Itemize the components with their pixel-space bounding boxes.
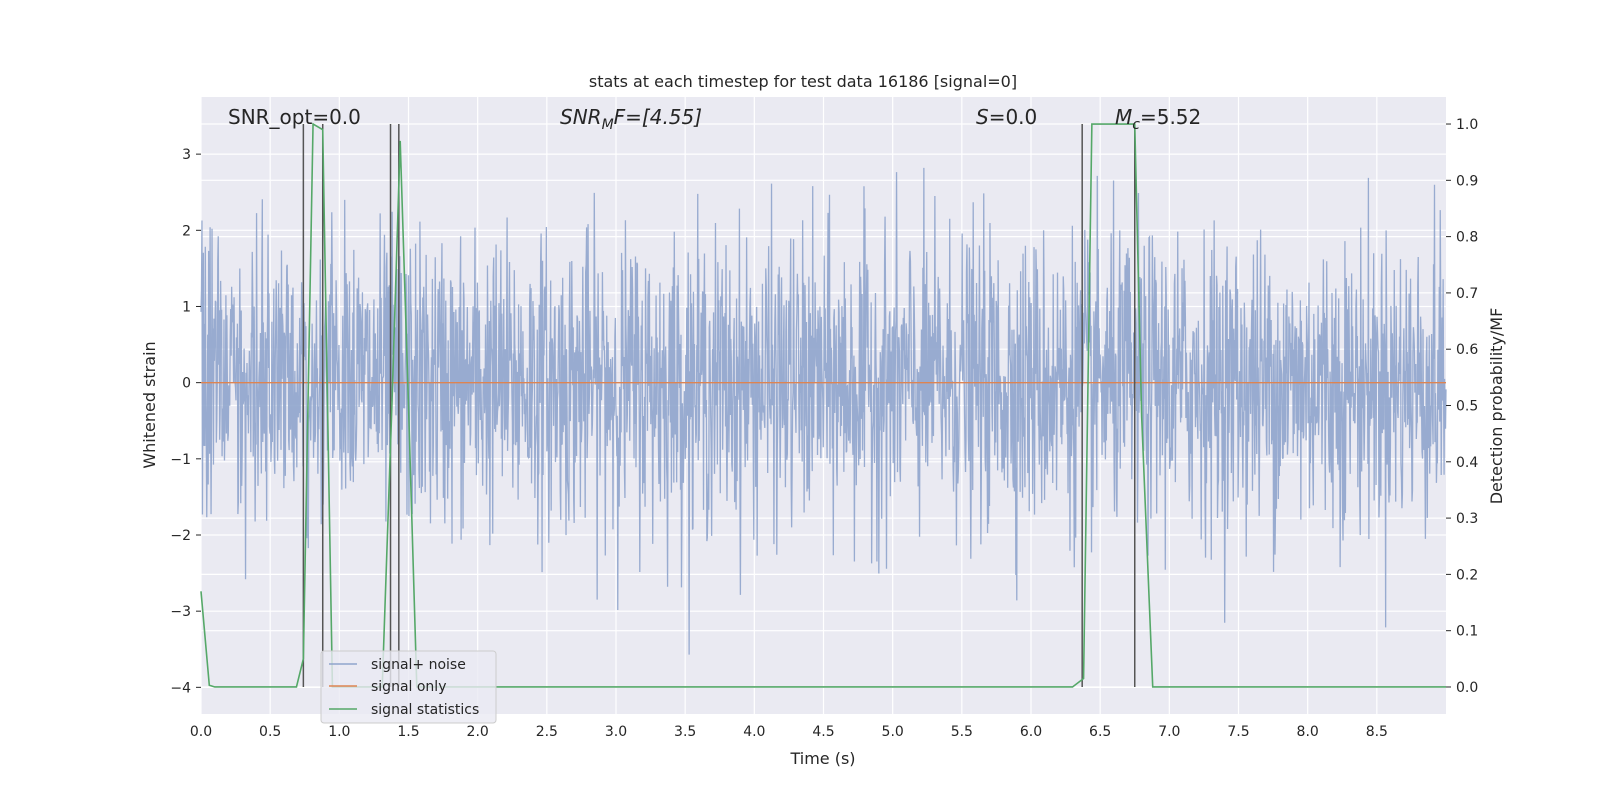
annotation-s: S=0.0 xyxy=(976,105,1037,129)
annotation-snr-opt: SNR_opt=0.0 xyxy=(228,105,361,129)
signal-noise-line xyxy=(200,167,1447,655)
annotation-snr-mf-sub: M xyxy=(602,117,614,133)
annotation-mc: Mc=5.52 xyxy=(1115,105,1201,133)
legend-label-signal-only: signal only xyxy=(371,679,446,695)
series-signal-noise xyxy=(200,167,1447,655)
x-tick-label: 7.5 xyxy=(1227,724,1249,740)
y-right-tick-label: 0.4 xyxy=(1456,455,1478,471)
y-right-tick-label: 0.0 xyxy=(1456,680,1478,696)
y-left-tick-label: 1 xyxy=(182,299,191,315)
x-tick-label: 1.5 xyxy=(397,724,419,740)
y-left-tick-label: −4 xyxy=(170,680,191,696)
y-left-tick-label: −2 xyxy=(170,528,191,544)
annotation-snr-mf-base: SNR xyxy=(560,105,602,129)
vertical-markers xyxy=(302,124,1136,687)
annotation-snr-mf: SNRMF=[4.55] xyxy=(560,105,702,133)
x-axis-label: Time (s) xyxy=(789,749,855,768)
x-tick-label: 6.0 xyxy=(1020,724,1042,740)
legend: signal+ noise signal only signal statist… xyxy=(320,650,497,724)
x-tick-label: 1.0 xyxy=(328,724,350,740)
y-right-tick-label: 0.2 xyxy=(1456,567,1478,583)
x-tick-labels: 0.0 0.5 1.0 1.5 2.0 2.5 3.0 3.5 4.0 4.5 5.0 5.5 6.0 6… xyxy=(190,724,1388,740)
x-tick-label: 0.0 xyxy=(190,724,212,740)
x-tick-label: 0.5 xyxy=(259,724,281,740)
annotation-mc-sub: c xyxy=(1132,117,1140,133)
x-tick-label: 8.5 xyxy=(1366,724,1388,740)
y-right-tick-label: 0.9 xyxy=(1456,173,1478,189)
y-right-tick-label: 0.7 xyxy=(1456,286,1478,302)
y-left-axis-label: Whitened strain xyxy=(140,341,159,468)
y-left-tick-labels: −4 −3 −2 −1 0 1 2 3 xyxy=(170,147,201,696)
annotation-mc-base: M xyxy=(1115,105,1132,129)
y-left-tick-label: 2 xyxy=(182,223,191,239)
y-right-tick-label: 0.8 xyxy=(1456,230,1478,246)
x-tick-label: 6.5 xyxy=(1089,724,1111,740)
x-tick-label: 4.0 xyxy=(743,724,765,740)
y-right-tick-label: 0.3 xyxy=(1456,511,1478,527)
annotation-snr-mf-rest: F=[4.55] xyxy=(614,105,702,129)
x-tick-label: 5.0 xyxy=(882,724,904,740)
y-right-tick-labels: 0.0 0.1 0.2 0.3 0.4 0.5 0.6 0.7 0.8 0.9 1.0 xyxy=(1446,117,1478,696)
legend-label-signal-noise: signal+ noise xyxy=(371,657,466,673)
x-tick-label: 8.0 xyxy=(1297,724,1319,740)
annotation-mc-rest: =5.52 xyxy=(1140,105,1201,129)
y-left-tick-label: −3 xyxy=(170,604,191,620)
y-right-tick-label: 0.6 xyxy=(1456,342,1478,358)
annotation-s-rest: =0.0 xyxy=(989,105,1038,129)
y-right-axis-label: Detection probability/MF xyxy=(1487,308,1506,505)
x-tick-label: 5.5 xyxy=(951,724,973,740)
annotation-s-base: S xyxy=(976,105,989,129)
chart-title: stats at each timestep for test data 161… xyxy=(589,72,1017,91)
y-right-tick-label: 1.0 xyxy=(1456,117,1478,133)
x-tick-label: 3.0 xyxy=(605,724,627,740)
x-tick-label: 3.5 xyxy=(674,724,696,740)
y-right-tick-label: 0.5 xyxy=(1456,399,1478,415)
x-tick-label: 2.5 xyxy=(536,724,558,740)
x-tick-label: 7.0 xyxy=(1158,724,1180,740)
y-right-tick-label: 0.1 xyxy=(1456,624,1478,640)
y-left-tick-label: 3 xyxy=(182,147,191,163)
y-left-tick-label: −1 xyxy=(170,452,191,468)
legend-box xyxy=(320,650,497,724)
y-left-tick-label: 0 xyxy=(182,376,191,392)
x-tick-label: 4.5 xyxy=(812,724,834,740)
x-tick-label: 2.0 xyxy=(467,724,489,740)
legend-label-signal-statistics: signal statistics xyxy=(371,702,479,718)
